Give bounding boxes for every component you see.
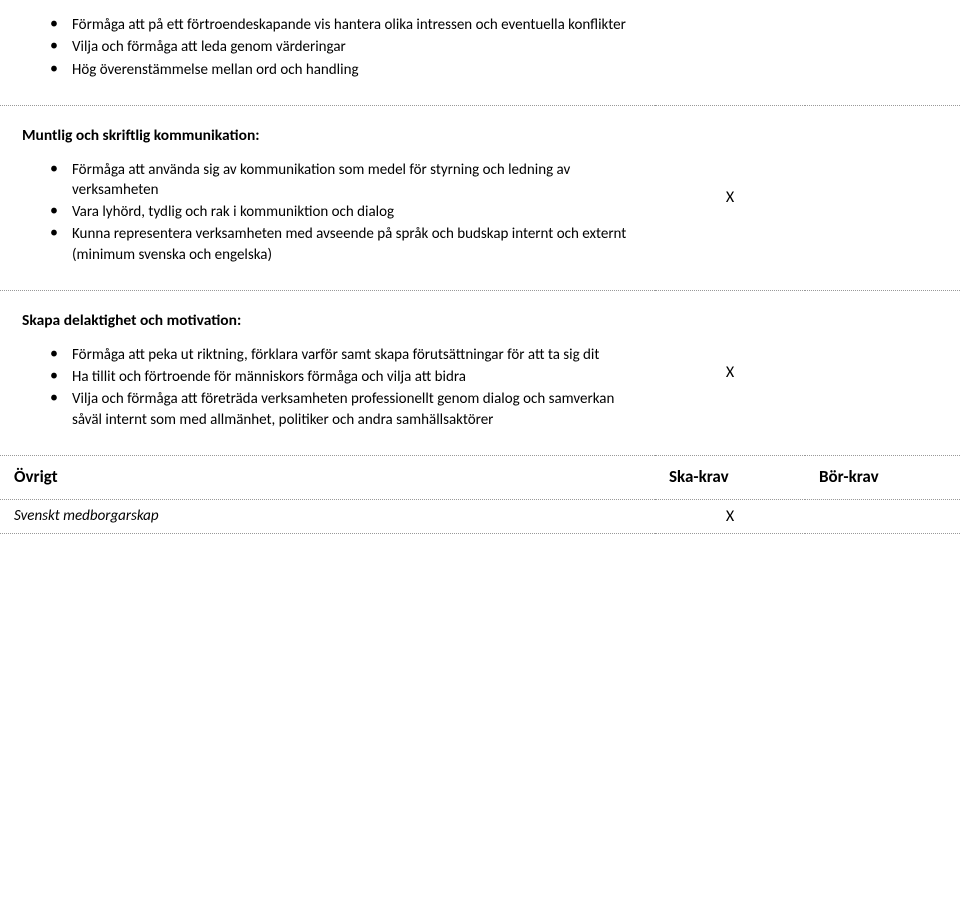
table-row: Svenskt medborgarskap X [0, 499, 960, 534]
list-item: Förmåga att peka ut riktning, förklara v… [50, 344, 637, 366]
bullet-list: Förmåga att på ett förtroendeskapande vi… [8, 14, 647, 81]
list-item: Vara lyhörd, tydlig och rak i kommunikti… [50, 201, 637, 223]
table-row: Skapa delaktighet och motivation: Förmåg… [0, 290, 960, 455]
document-page: Förmåga att på ett förtroendeskapande vi… [0, 0, 960, 534]
header-ska-krav: Ska-krav [655, 455, 805, 499]
bullet-list: Förmåga att använda sig av kommunikation… [8, 159, 647, 266]
criteria-table: Förmåga att på ett förtroendeskapande vi… [0, 0, 960, 534]
list-item: Ha tillit och förtroende för människors … [50, 366, 637, 388]
ska-krav-cell: X [655, 499, 805, 534]
list-item: Vilja och förmåga att företräda verksamh… [50, 388, 637, 431]
section-title: Skapa delaktighet och motivation: [8, 311, 647, 332]
criteria-cell: Muntlig och skriftlig kommunikation: För… [0, 105, 655, 290]
bor-krav-cell [805, 290, 960, 455]
bullet-list: Förmåga att peka ut riktning, förklara v… [8, 344, 647, 431]
header-ovrigt: Övrigt [0, 455, 655, 499]
criteria-cell: Skapa delaktighet och motivation: Förmåg… [0, 290, 655, 455]
list-item: Kunna representera verksamheten med avse… [50, 223, 637, 266]
list-item: Förmåga att på ett förtroendeskapande vi… [50, 14, 637, 36]
list-item: Förmåga att använda sig av kommunikation… [50, 159, 637, 202]
table-row: Muntlig och skriftlig kommunikation: För… [0, 105, 960, 290]
table-header-row: Övrigt Ska-krav Bör-krav [0, 455, 960, 499]
list-item: Vilja och förmåga att leda genom värderi… [50, 36, 637, 58]
section-title: Muntlig och skriftlig kommunikation: [8, 126, 647, 147]
bor-krav-cell [805, 499, 960, 534]
subrow-label: Svenskt medborgarskap [0, 499, 655, 534]
ska-krav-cell: X [655, 105, 805, 290]
ska-krav-cell [655, 0, 805, 105]
table-row: Förmåga att på ett förtroendeskapande vi… [0, 0, 960, 105]
bor-krav-cell [805, 105, 960, 290]
criteria-cell: Förmåga att på ett förtroendeskapande vi… [0, 0, 655, 105]
list-item: Hög överenstämmelse mellan ord och handl… [50, 59, 637, 81]
header-bor-krav: Bör-krav [805, 455, 960, 499]
bor-krav-cell [805, 0, 960, 105]
ska-krav-cell: X [655, 290, 805, 455]
